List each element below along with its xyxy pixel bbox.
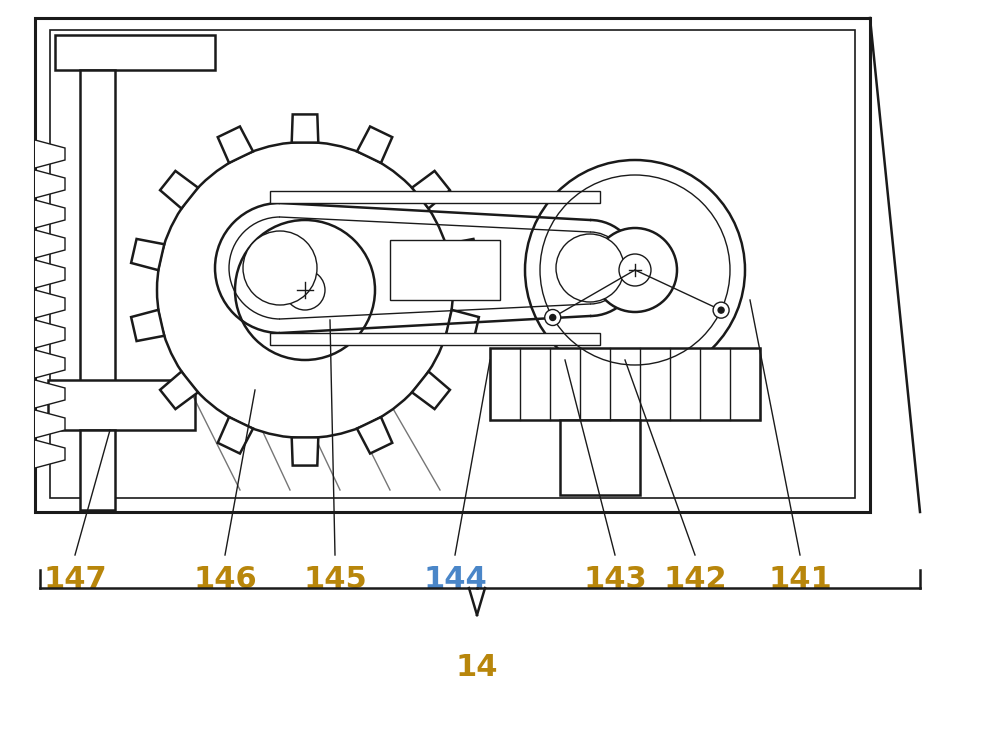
- Text: 146: 146: [193, 565, 257, 594]
- Polygon shape: [35, 230, 65, 258]
- Polygon shape: [446, 239, 479, 270]
- Polygon shape: [35, 320, 65, 348]
- Bar: [80, 430, 115, 510]
- Circle shape: [713, 302, 729, 318]
- Polygon shape: [412, 371, 450, 409]
- Text: 142: 142: [663, 565, 727, 594]
- Polygon shape: [35, 290, 65, 318]
- Circle shape: [550, 314, 556, 320]
- Polygon shape: [446, 310, 479, 341]
- Polygon shape: [35, 380, 65, 408]
- Circle shape: [525, 160, 745, 380]
- Circle shape: [243, 231, 317, 305]
- Circle shape: [157, 142, 453, 438]
- Bar: [80, 70, 115, 385]
- Polygon shape: [35, 350, 65, 378]
- Bar: [560, 420, 640, 495]
- Polygon shape: [357, 126, 392, 163]
- Polygon shape: [35, 200, 65, 228]
- Polygon shape: [292, 438, 318, 466]
- Circle shape: [593, 228, 677, 312]
- Polygon shape: [218, 417, 253, 454]
- Bar: [35, 18, 870, 512]
- Bar: [490, 348, 760, 420]
- Polygon shape: [160, 371, 198, 409]
- Circle shape: [545, 309, 561, 325]
- Text: 147: 147: [43, 565, 107, 594]
- Bar: [270, 191, 600, 203]
- Polygon shape: [218, 126, 253, 163]
- Text: 144: 144: [423, 565, 487, 594]
- Text: 14: 14: [456, 653, 498, 682]
- Circle shape: [285, 270, 325, 310]
- Bar: [270, 333, 600, 345]
- Polygon shape: [131, 239, 164, 270]
- Bar: [390, 240, 500, 300]
- Text: 145: 145: [303, 565, 367, 594]
- Bar: [48, 380, 195, 430]
- Bar: [50, 30, 855, 498]
- Polygon shape: [35, 440, 65, 468]
- Circle shape: [718, 307, 724, 313]
- Polygon shape: [292, 114, 318, 142]
- Polygon shape: [412, 171, 450, 209]
- Bar: [55, 35, 215, 70]
- Text: 143: 143: [583, 565, 647, 594]
- Polygon shape: [35, 260, 65, 288]
- Circle shape: [235, 220, 375, 360]
- Polygon shape: [35, 140, 65, 168]
- Text: 141: 141: [768, 565, 832, 594]
- Polygon shape: [160, 171, 198, 209]
- Circle shape: [556, 234, 624, 302]
- Circle shape: [619, 254, 651, 286]
- Polygon shape: [35, 410, 65, 438]
- Polygon shape: [357, 417, 392, 454]
- Polygon shape: [131, 310, 164, 341]
- Polygon shape: [35, 170, 65, 198]
